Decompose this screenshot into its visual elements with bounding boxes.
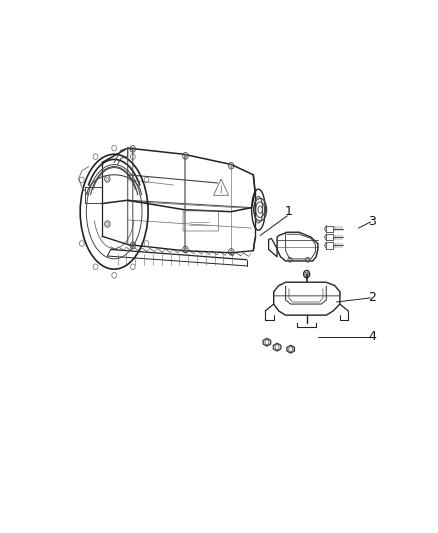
Circle shape	[220, 191, 222, 193]
Text: 1: 1	[285, 205, 293, 218]
Text: 2: 2	[368, 292, 376, 304]
Text: 3: 3	[368, 215, 376, 229]
Text: 4: 4	[368, 330, 376, 343]
